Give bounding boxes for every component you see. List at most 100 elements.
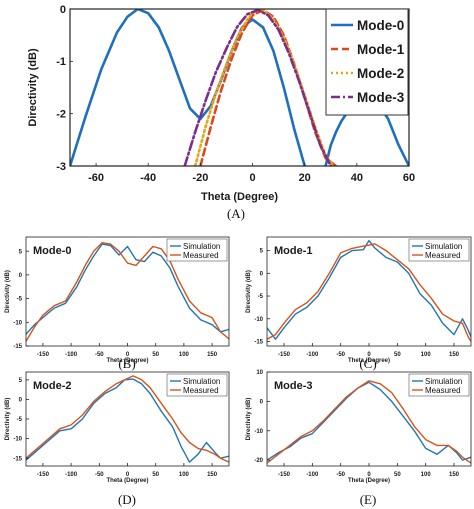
- series-line-measured: [267, 243, 471, 343]
- x-tick-label: 100: [421, 472, 432, 478]
- x-tick-label: 0: [126, 352, 130, 358]
- chart-panel-0: -60 -40 -20 0 20 40 60 0 -1 -2 -3 Theta (Degree) Dir…: [27, 4, 415, 221]
- y-axis-label: Directivity (dB): [246, 398, 252, 441]
- x-tick-label: 150: [449, 472, 460, 478]
- x-tick-label: -100: [306, 472, 319, 478]
- x-tick-label: 100: [179, 352, 190, 358]
- legend-label: Mode-0: [357, 18, 404, 33]
- y-axis-label: Directivity (dB): [5, 398, 11, 441]
- plot-area: [26, 242, 229, 342]
- x-tick-label: -50: [336, 352, 345, 358]
- y-tick-label: -10: [13, 437, 22, 443]
- y-tick-label: -15: [13, 344, 22, 350]
- y-tick-label: -10: [13, 320, 22, 326]
- x-axis-label: Theta (Degree): [106, 358, 148, 364]
- legend-label: Measured: [425, 251, 461, 260]
- x-tick-label: 50: [394, 352, 401, 358]
- panel-title: Mode-3: [274, 380, 313, 392]
- x-tick-label: -40: [140, 172, 156, 184]
- series-line-measured: [267, 380, 471, 464]
- y-tick-label: -5: [17, 297, 23, 303]
- legend-label: Mode-3: [357, 90, 405, 105]
- x-tick-label: 50: [152, 472, 159, 478]
- x-tick-label: 40: [351, 172, 363, 184]
- x-tick-label: 50: [394, 472, 401, 478]
- x-tick-label: -150: [278, 472, 291, 478]
- x-tick-label: 100: [179, 472, 190, 478]
- y-tick-label: 0: [260, 271, 264, 277]
- panel-caption: (E): [360, 492, 377, 507]
- y-axis-label: Directivity (dB): [5, 270, 11, 313]
- x-tick-label: 100: [421, 352, 432, 358]
- x-tick-label: 0: [126, 472, 130, 478]
- x-tick-label: -50: [336, 472, 345, 478]
- y-tick-label: -5: [17, 417, 23, 423]
- x-tick-label: -150: [278, 352, 291, 358]
- x-tick-label: -60: [88, 172, 104, 184]
- plot-area: [26, 375, 229, 463]
- x-axis-label: Theta (Degree): [348, 358, 390, 364]
- x-tick-label: -50: [95, 472, 104, 478]
- legend-box: [408, 238, 470, 262]
- panel-title: Mode-2: [33, 380, 72, 392]
- y-tick-label: -20: [254, 458, 263, 464]
- x-tick-label: 50: [152, 352, 159, 358]
- series-line-measured: [26, 242, 229, 342]
- legend-box: [166, 238, 228, 262]
- y-tick-label: -2: [56, 109, 66, 121]
- y-tick-label: -3: [56, 161, 66, 173]
- x-axis-label: Theta (Degree): [201, 191, 278, 203]
- plot-area: [267, 239, 471, 343]
- x-tick-label: 0: [367, 472, 371, 478]
- legend-label: Mode-2: [357, 66, 404, 81]
- series-line-simulation: [26, 243, 229, 335]
- legend-label: Measured: [183, 386, 219, 395]
- series-line-measured: [26, 375, 229, 463]
- y-tick-label: 0: [60, 4, 66, 16]
- x-tick-label: -150: [37, 352, 50, 358]
- x-tick-label: 150: [207, 352, 218, 358]
- legend-box: [408, 373, 470, 397]
- x-tick-label: 60: [403, 172, 415, 184]
- x-tick-label: -150: [37, 472, 50, 478]
- series-line-mode-3: [183, 9, 333, 166]
- panel-caption: (D): [118, 492, 136, 507]
- x-tick-label: -50: [95, 352, 104, 358]
- y-tick-label: -15: [254, 340, 263, 346]
- series-line-mode-1: [199, 9, 338, 166]
- x-tick-label: -20: [192, 172, 208, 184]
- y-tick-label: -15: [13, 456, 22, 462]
- y-tick-label: 5: [19, 249, 23, 255]
- legend-label: Measured: [183, 251, 219, 260]
- panel-caption: (A): [227, 206, 245, 221]
- x-tick-label: 0: [249, 172, 255, 184]
- y-axis-label: Directivity (dB): [246, 270, 252, 313]
- panel-caption: (B): [118, 356, 135, 371]
- panel-title: Mode-0: [33, 245, 72, 257]
- x-tick-label: 20: [299, 172, 311, 184]
- legend-label: Measured: [425, 386, 461, 395]
- legend-label: Simulation: [183, 242, 220, 251]
- y-tick-label: -10: [254, 429, 263, 435]
- axes-frame: [69, 8, 410, 167]
- y-tick-label: -10: [254, 317, 263, 323]
- y-axis-label: Directivity (dB): [27, 48, 39, 127]
- panel-title: Mode-1: [274, 245, 313, 257]
- x-tick-label: 150: [207, 472, 218, 478]
- series-line-simulation: [267, 381, 471, 461]
- x-axis-label: Theta (Degree): [106, 478, 148, 484]
- legend-label: Simulation: [183, 377, 220, 386]
- panel-caption: (C): [359, 356, 376, 371]
- x-tick-label: 150: [449, 352, 460, 358]
- y-tick-label: 0: [19, 273, 23, 279]
- plot-area: [267, 380, 471, 464]
- legend-box: [166, 373, 228, 397]
- y-tick-label: 0: [19, 398, 23, 404]
- y-tick-label: 10: [256, 370, 263, 376]
- y-tick-label: 0: [260, 399, 264, 405]
- legend-label: Mode-1: [357, 42, 405, 57]
